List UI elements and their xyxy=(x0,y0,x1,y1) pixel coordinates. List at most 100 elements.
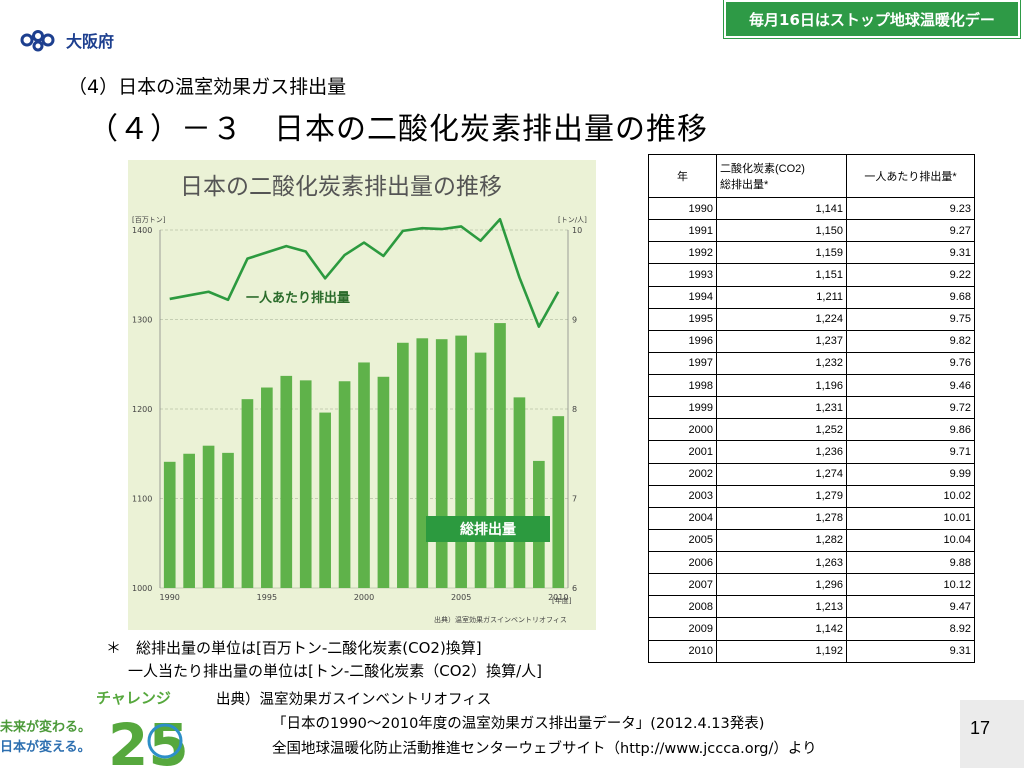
cell-total: 1,196 xyxy=(716,373,847,398)
table-row: 1995 1,224 9.75 xyxy=(648,307,975,331)
per-capita-line xyxy=(169,217,560,328)
cell-year: 2001 xyxy=(648,440,717,464)
table-row: 2008 1,213 9.47 xyxy=(648,595,975,619)
source-label: 出典）温室効果ガスインベントリオフィス xyxy=(216,692,492,708)
cell-per-capita: 9.46 xyxy=(846,373,975,398)
header-total-line2: 総排出量* xyxy=(720,179,769,191)
table-row: 1996 1,237 9.82 xyxy=(648,329,975,353)
cell-per-capita: 9.22 xyxy=(846,263,975,287)
cell-year: 1997 xyxy=(648,351,717,376)
x-tick-label: 2005 xyxy=(451,593,471,602)
bar-total-emissions xyxy=(319,412,331,588)
cell-per-capita: 9.68 xyxy=(846,285,975,309)
table-row: 2009 1,142 8.92 xyxy=(648,617,975,641)
cell-per-capita: 9.82 xyxy=(846,329,975,353)
cell-per-capita: 9.23 xyxy=(846,196,975,221)
cell-total: 1,282 xyxy=(716,528,847,553)
table-row: 2003 1,279 10.02 xyxy=(648,484,975,508)
section-subheading: （4）日本の温室効果ガス排出量 xyxy=(68,76,347,98)
cell-year: 1992 xyxy=(648,241,717,265)
header-total: 二酸化炭素(CO2) 総排出量* xyxy=(716,154,847,198)
cell-total: 1,274 xyxy=(716,462,847,486)
table-row: 2001 1,236 9.71 xyxy=(648,440,975,464)
cell-year: 2007 xyxy=(648,573,717,597)
cell-total: 1,159 xyxy=(716,241,847,265)
cell-total: 1,141 xyxy=(716,196,847,221)
cell-per-capita: 9.72 xyxy=(846,396,975,420)
table-row: 1993 1,151 9.22 xyxy=(648,263,975,287)
banner-text: 毎月16日はストップ地球温暖化デー xyxy=(749,10,995,29)
osaka-logo: 大阪府 xyxy=(20,28,114,52)
table-row: 2000 1,252 9.86 xyxy=(648,418,975,442)
cell-total: 1,211 xyxy=(716,285,847,309)
cell-year: 2002 xyxy=(648,462,717,486)
y-right-tick-label: 8 xyxy=(572,405,577,414)
cell-per-capita: 9.31 xyxy=(846,241,975,265)
y-left-unit: [百万トン] xyxy=(132,216,166,224)
cell-total: 1,150 xyxy=(716,219,847,243)
cell-year: 2004 xyxy=(648,506,717,530)
table-row: 1990 1,141 9.23 xyxy=(648,196,975,221)
y-right-tick-label: 10 xyxy=(572,226,582,235)
cell-total: 1,151 xyxy=(716,263,847,287)
cell-per-capita: 9.88 xyxy=(846,550,975,575)
table-row: 1998 1,196 9.46 xyxy=(648,373,975,398)
cell-per-capita: 8.92 xyxy=(846,617,975,641)
bar-total-emissions xyxy=(163,461,176,588)
legend-total-box xyxy=(426,516,550,542)
chart-title: 日本の二酸化炭素排出量の推移 xyxy=(180,174,502,200)
bar-total-emissions xyxy=(202,445,215,588)
cell-per-capita: 9.99 xyxy=(846,462,975,486)
bar-total-emissions xyxy=(435,339,448,588)
table-row: 2005 1,282 10.04 xyxy=(648,528,975,553)
cell-year: 1990 xyxy=(648,196,717,221)
cell-year: 1991 xyxy=(648,219,717,243)
cell-per-capita: 9.27 xyxy=(846,219,975,243)
challenge25-logo: チャレンジ 25 未来が変わる。 日本が変える。 xyxy=(0,689,189,768)
source-website: 全国地球温暖化防止活動推進センターウェブサイト（http://www.jccca… xyxy=(272,741,817,757)
table-row: 1991 1,150 9.27 xyxy=(648,219,975,243)
y-right-unit: [トン/人] xyxy=(558,216,587,224)
y-left-tick-label: 1000 xyxy=(132,584,152,593)
bar-total-emissions xyxy=(416,338,429,588)
bar-total-emissions xyxy=(241,399,254,588)
header-year: 年 xyxy=(648,154,717,198)
cell-total: 1,224 xyxy=(716,307,847,331)
challenge-title: チャレンジ xyxy=(96,689,171,707)
bar-total-emissions xyxy=(299,380,312,588)
table-row: 1994 1,211 9.68 xyxy=(648,285,975,309)
bar-total-emissions xyxy=(552,416,565,588)
cell-total: 1,213 xyxy=(716,595,847,619)
y-left-tick-label: 1300 xyxy=(132,316,152,325)
table-row: 1992 1,159 9.31 xyxy=(648,241,975,265)
table-row: 2004 1,278 10.01 xyxy=(648,506,975,530)
co2-chart: 日本の二酸化炭素排出量の推移 [百万トン] [トン/人] [年度] 出典）温室効… xyxy=(132,174,587,624)
cell-per-capita: 9.76 xyxy=(846,351,975,376)
cell-year: 1999 xyxy=(648,396,717,420)
bar-total-emissions xyxy=(338,381,351,588)
header-total-line1: 二酸化炭素(CO2) xyxy=(720,163,805,175)
cell-year: 1996 xyxy=(648,329,717,353)
table-row: 2010 1,192 9.31 xyxy=(648,639,975,663)
cell-year: 1998 xyxy=(648,373,717,398)
y-left-tick-label: 1400 xyxy=(132,226,152,235)
cell-year: 2008 xyxy=(648,595,717,619)
cell-per-capita: 10.02 xyxy=(846,484,975,508)
table-row: 1997 1,232 9.76 xyxy=(648,351,975,376)
chart-source-note: 出典）温室効果ガスインベントリオフィス xyxy=(434,615,567,624)
cell-year: 1993 xyxy=(648,263,717,287)
table-row: 2002 1,274 9.99 xyxy=(648,462,975,486)
x-tick-label: 2010 xyxy=(548,593,568,602)
cell-total: 1,142 xyxy=(716,617,847,641)
challenge-slogan-2: 日本が変える。 xyxy=(0,739,91,755)
cell-total: 1,192 xyxy=(716,639,847,663)
source-document: 「日本の1990～2010年度の温室効果ガス排出量データ」(2012.4.13発… xyxy=(272,716,765,732)
cell-total: 1,236 xyxy=(716,440,847,464)
y-left-tick-label: 1200 xyxy=(132,405,152,414)
table-row: 1999 1,231 9.72 xyxy=(648,396,975,420)
cell-total: 1,237 xyxy=(716,329,847,353)
bar-total-emissions xyxy=(261,387,273,588)
cell-year: 2009 xyxy=(648,617,717,641)
x-tick-label: 2000 xyxy=(354,593,374,602)
x-tick-label: 1995 xyxy=(257,593,277,602)
